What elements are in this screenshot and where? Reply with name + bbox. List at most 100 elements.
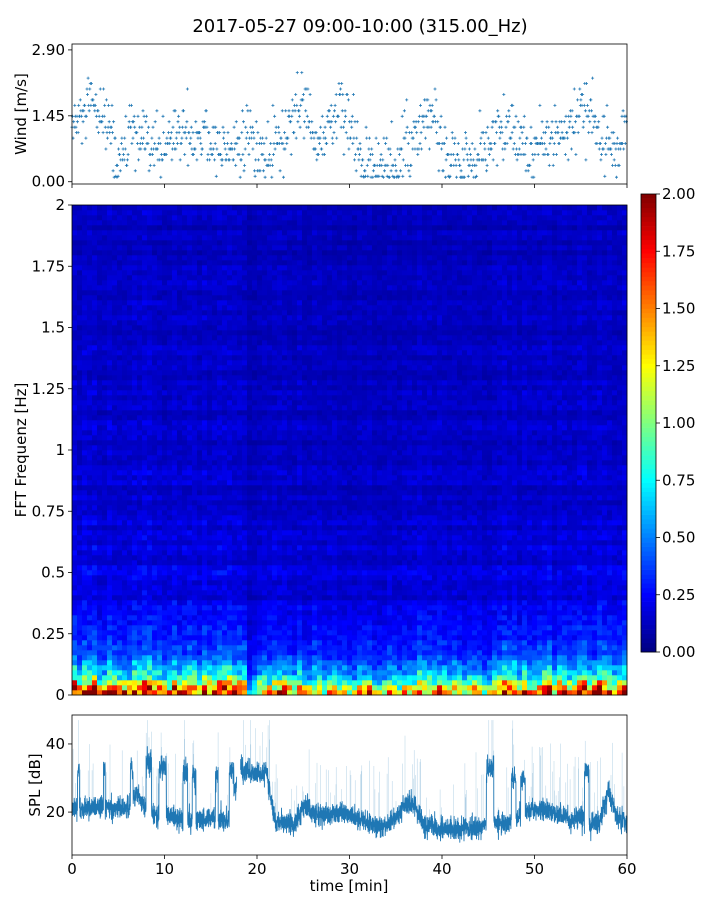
spectrogram-cell [142, 560, 147, 565]
spectrogram-cell [587, 605, 592, 610]
spectrogram-cell [282, 505, 287, 510]
spectrogram-cell [462, 545, 467, 550]
spectrogram-cell [522, 630, 527, 635]
spectrogram-cell [532, 670, 537, 675]
spectrogram-cell [97, 645, 102, 650]
spectrogram-cell [597, 625, 602, 630]
spectrogram-cell [212, 560, 217, 565]
spectrogram-cell [377, 490, 382, 495]
spectrogram-cell [287, 605, 292, 610]
spectrogram-cell [132, 620, 137, 625]
spectrogram-cell [412, 650, 417, 655]
spectrogram-cell [502, 550, 507, 555]
spectrogram-cell [432, 490, 437, 495]
spectrogram-cell [332, 605, 337, 610]
spectrogram-cell [317, 540, 322, 545]
spectrogram-cell [187, 470, 192, 475]
spectrogram-cell [237, 545, 242, 550]
spectrogram-cell [427, 550, 432, 555]
spectrogram-cell [177, 560, 182, 565]
spectrogram-cell [237, 620, 242, 625]
spectrogram-cell [327, 550, 332, 555]
spectrogram-cell [307, 515, 312, 520]
spectrogram-cell [392, 690, 397, 695]
spectrogram-cell [247, 600, 252, 605]
spectrogram-cell [512, 675, 517, 680]
spectrogram-cell [312, 655, 317, 660]
spectrogram-cell [217, 610, 222, 615]
spectrogram-cell [422, 590, 427, 595]
spectrogram-cell [232, 635, 237, 640]
spectrogram-cell [367, 635, 372, 640]
spectrogram-cell [387, 630, 392, 635]
spectrogram-cell [552, 660, 557, 665]
spectrogram-cell [112, 680, 117, 685]
spectrogram-cell [207, 630, 212, 635]
spectrogram-cell [192, 540, 197, 545]
spectrogram-cell [587, 570, 592, 575]
spectrogram-cell [242, 560, 247, 565]
spectrogram-cell [402, 505, 407, 510]
spectrogram-cell [472, 505, 477, 510]
spectrogram-cell [497, 615, 502, 620]
spectrogram-cell [542, 615, 547, 620]
spectrogram-cell [177, 470, 182, 475]
spectrogram-cell [312, 600, 317, 605]
spectrogram-cell [277, 540, 282, 545]
spectrogram-cell [332, 485, 337, 490]
spectrogram-cell [617, 540, 622, 545]
spectrogram-cell [312, 570, 317, 575]
spectrogram-cell [487, 665, 492, 670]
spectrogram-cell [347, 625, 352, 630]
spectrogram-cell [172, 675, 177, 680]
spectrogram-cell [467, 515, 472, 520]
spectrogram-cell [237, 555, 242, 560]
spectrogram-cell [112, 650, 117, 655]
spectrogram-cell [407, 485, 412, 490]
spectrogram-cell [297, 685, 302, 690]
spectrogram-cell [242, 585, 247, 590]
spectrogram-cell [387, 485, 392, 490]
spectrogram-cell [287, 590, 292, 595]
spectrogram-cell [277, 505, 282, 510]
spectrogram-cell [187, 600, 192, 605]
spectrogram-cell [282, 580, 287, 585]
spectrogram-cell [112, 635, 117, 640]
spectrogram-cell [412, 685, 417, 690]
spectrogram-cell [107, 570, 112, 575]
spectrogram-cell [232, 565, 237, 570]
spectrogram-cell [232, 690, 237, 695]
spectrogram-cell [237, 610, 242, 615]
spectrogram-cell [222, 585, 227, 590]
spectrogram-cell [217, 555, 222, 560]
spectrogram-cell [567, 580, 572, 585]
spectrogram-cell [552, 535, 557, 540]
spectrogram-cell [487, 680, 492, 685]
spectrogram-cell [447, 680, 452, 685]
spectrogram-cell [482, 590, 487, 595]
spectrogram-cell [467, 610, 472, 615]
spectrogram-cell [417, 635, 422, 640]
spectrogram-cell [407, 665, 412, 670]
spectrogram-cell [117, 600, 122, 605]
spectrogram-cell [497, 570, 502, 575]
spectrogram-cell [487, 500, 492, 505]
spectrogram-cell [232, 490, 237, 495]
spectrogram-cell [342, 680, 347, 685]
spectrogram-cell [317, 635, 322, 640]
spectrogram-cell [272, 605, 277, 610]
spectrogram-cell [272, 595, 277, 600]
spectrogram-cell [462, 640, 467, 645]
spectrogram-cell [592, 505, 597, 510]
spectrogram-cell [517, 680, 522, 685]
spectrogram-cell [252, 475, 257, 480]
spectrogram-cell [257, 630, 262, 635]
spectrogram-cell [267, 620, 272, 625]
spectrogram-cell [132, 490, 137, 495]
spectrogram-cell [542, 580, 547, 585]
spectrogram-cell [327, 540, 332, 545]
spectrogram-cell [597, 540, 602, 545]
spectrogram-cell [162, 575, 167, 580]
spectrogram-cell [357, 520, 362, 525]
spectrogram-cell [182, 585, 187, 590]
